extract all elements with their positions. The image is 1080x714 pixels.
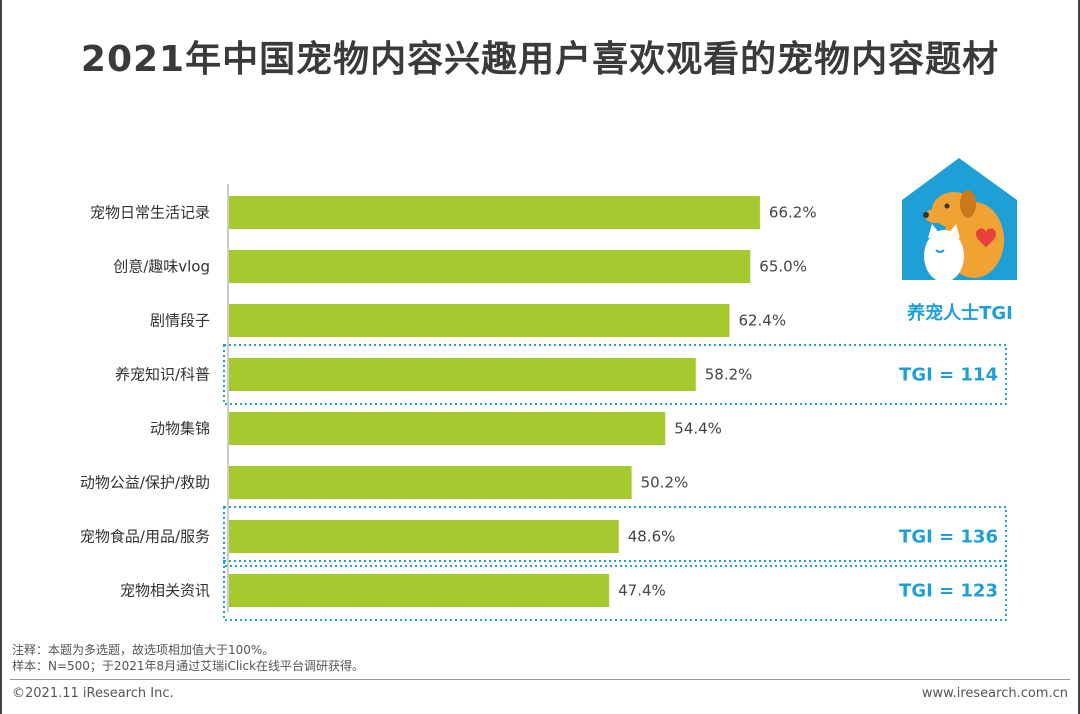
value-label: 66.2% <box>769 204 817 222</box>
tgi-highlight-box <box>223 506 1007 567</box>
category-label: 动物集锦 <box>150 420 210 438</box>
value-label: 58.2% <box>705 366 753 384</box>
bar <box>229 304 730 337</box>
frame-left-border <box>0 0 2 714</box>
frame-right-border <box>1078 0 1080 714</box>
dog-cat-house-icon <box>902 158 1017 280</box>
category-label: 动物公益/保护/救助 <box>80 474 210 492</box>
category-label: 剧情段子 <box>150 312 210 330</box>
tgi-label: TGI = 114 <box>899 365 998 386</box>
category-label: 养宠知识/科普 <box>115 366 210 384</box>
category-label: 宠物相关资讯 <box>120 582 210 600</box>
value-label: 48.6% <box>628 528 676 546</box>
tgi-label: TGI = 123 <box>899 581 998 602</box>
value-label: 47.4% <box>618 582 666 600</box>
bar <box>229 358 696 391</box>
website-link[interactable]: www.iresearch.com.cn <box>921 686 1068 701</box>
page-title: 2021年中国宠物内容兴趣用户喜欢观看的宠物内容题材 <box>80 39 1000 80</box>
category-label: 创意/趣味vlog <box>113 258 210 276</box>
copyright-text: ©2021.11 iResearch Inc. <box>12 686 174 701</box>
tgi-highlight-box <box>223 344 1007 405</box>
category-label: 宠物日常生活记录 <box>90 204 210 222</box>
value-label: 62.4% <box>738 312 786 330</box>
pet-owner-tgi-label: 养宠人士TGI <box>907 303 1013 324</box>
value-label: 65.0% <box>759 258 807 276</box>
bar <box>229 412 666 445</box>
footnote-sample: 样本：N=500；于2021年8月通过艾瑞iClick在线平台调研获得。 <box>12 659 365 673</box>
tgi-highlight-box <box>223 560 1007 621</box>
value-label: 54.4% <box>674 420 722 438</box>
footnote-note: 注释：本题为多选题，故选项相加值大于100%。 <box>12 643 275 657</box>
footer-divider <box>10 679 1070 680</box>
bar <box>229 520 619 553</box>
value-label: 50.2% <box>641 474 689 492</box>
bar <box>229 196 760 229</box>
bar <box>229 574 610 607</box>
category-label: 宠物食品/用品/服务 <box>80 528 210 546</box>
tgi-label: TGI = 136 <box>899 527 998 548</box>
bar <box>229 466 632 499</box>
bar <box>229 250 751 283</box>
